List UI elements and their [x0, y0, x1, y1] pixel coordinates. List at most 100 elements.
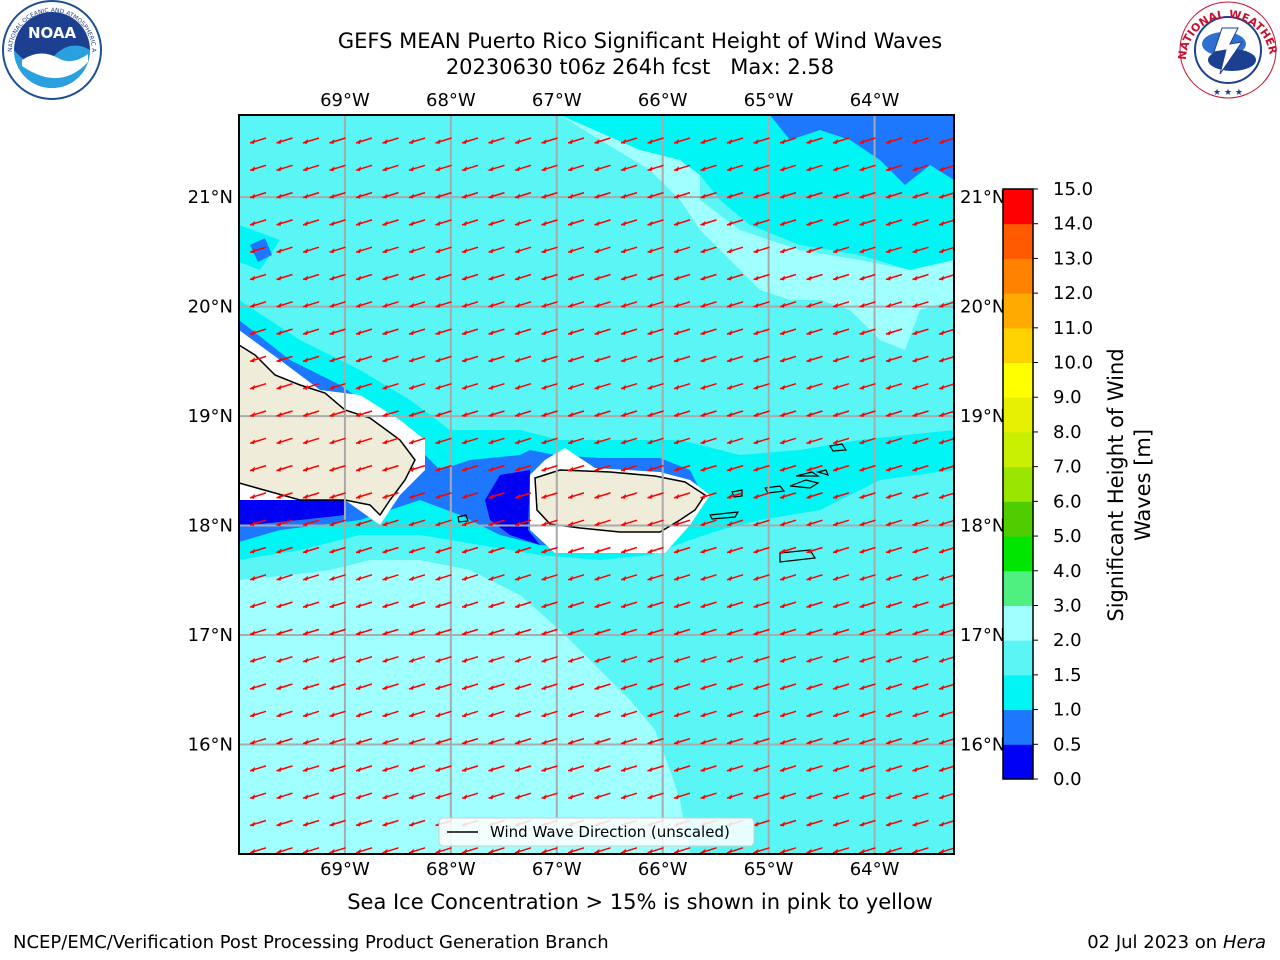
wave-arrow [461, 765, 479, 772]
wave-arrow [408, 628, 426, 636]
wave-arrow [408, 765, 426, 772]
wave-arrow [541, 519, 558, 527]
wave-arrow [620, 765, 638, 772]
wave-arrow [806, 164, 823, 172]
wave-arrow [355, 546, 373, 554]
wave-arrow [408, 301, 426, 308]
mona-island [457, 514, 469, 523]
wave-arrow [249, 792, 267, 800]
wave-arrow [355, 246, 373, 254]
wave-arrow [912, 819, 929, 827]
wave-arrow [726, 355, 744, 363]
lon-label-top: 69°W [320, 90, 370, 111]
virgin-islands [764, 469, 830, 494]
wave-arrow [779, 792, 797, 800]
wave-arrow [620, 464, 638, 472]
wave-arrow [408, 492, 426, 499]
wave-arrow [435, 191, 452, 199]
wave-arrow [594, 492, 611, 499]
wave-arrow [753, 382, 770, 390]
wave-arrow [779, 410, 797, 417]
wave-arrow [753, 710, 770, 718]
wave-arrow [938, 355, 954, 363]
wave-arrow [461, 546, 479, 554]
wave-arrow [700, 492, 717, 499]
wave-arrow [567, 655, 585, 663]
wave-arrow [514, 574, 532, 581]
wave-arrow [594, 410, 611, 417]
wave-arrow [673, 137, 691, 144]
wave-arrow [408, 273, 426, 281]
wave-arrow [700, 792, 717, 800]
lat-label-left: 19°N [188, 406, 233, 427]
wave-arrow [673, 546, 691, 554]
wave-arrow [832, 492, 850, 499]
wave-arrow [329, 464, 346, 472]
lat-label-left: 16°N [188, 735, 233, 756]
wave-arrow [938, 219, 954, 226]
lon-label-bottom: 64°W [850, 859, 900, 880]
wave-arrow [302, 464, 320, 472]
wave-arrow [249, 819, 267, 827]
wave-arrow [461, 710, 479, 718]
wave-arrow [647, 574, 664, 581]
wave-arrow [912, 464, 929, 472]
wave-arrow [700, 246, 717, 254]
wave-arrow [859, 191, 876, 199]
wave-arrow [806, 819, 823, 827]
wave-arrow [541, 628, 558, 636]
wave-arrow [302, 765, 320, 772]
wave-arrow [726, 574, 744, 581]
wave-arrow [435, 628, 452, 636]
wave-arrow [938, 574, 954, 581]
wave-arrow [567, 410, 585, 417]
wave-arrow [700, 410, 717, 417]
wave-arrow [620, 737, 638, 745]
lat-label-right: 19°N [960, 406, 1005, 427]
wave-arrow [488, 492, 505, 499]
wave-arrow [514, 792, 532, 800]
wave-arrow [435, 137, 452, 144]
colorbar-swatch [1003, 293, 1033, 329]
wave-arrow [435, 164, 452, 172]
wave-arrow [355, 683, 373, 690]
wave-arrow [912, 710, 929, 718]
lat-label-left: 20°N [188, 297, 233, 318]
wave-arrow [382, 847, 399, 854]
wave-arrow [912, 519, 929, 527]
colorbar-tick-label: 13.0 [1053, 248, 1093, 269]
wave-arrow [673, 492, 691, 499]
wave-arrow [859, 301, 876, 308]
wave-arrow [514, 301, 532, 308]
wave-arrow [302, 683, 320, 690]
wave-arrow [806, 437, 823, 445]
wave-arrow [408, 737, 426, 745]
wave-arrow [488, 301, 505, 308]
wave-arrow [647, 410, 664, 417]
wave-arrow [806, 601, 823, 609]
wave-arrow [753, 137, 770, 144]
wave-arrow [806, 792, 823, 800]
wave-arrow [435, 765, 452, 772]
wave-arrow [726, 628, 744, 636]
wave-arrow [779, 519, 797, 527]
wave-arrow [302, 628, 320, 636]
wave-arrow [514, 273, 532, 281]
wave-arrow [753, 519, 770, 527]
wave-arrow [355, 273, 373, 281]
colorbar-swatch [1003, 431, 1033, 468]
wave-arrow [488, 601, 505, 609]
lon-label-bottom: 69°W [320, 859, 370, 880]
colorbar-tick-label: 3.0 [1053, 595, 1082, 616]
wave-arrow [329, 164, 346, 172]
wave-arrow [382, 792, 399, 800]
colorbar-tick-label: 5.0 [1053, 526, 1082, 547]
wave-arrow [673, 628, 691, 636]
wave-arrow [700, 601, 717, 609]
wave-arrow [779, 464, 797, 472]
wave-arrow [355, 164, 373, 172]
wave-arrow [461, 464, 479, 472]
wave-arrow [249, 246, 267, 254]
wave-arrow [885, 847, 903, 854]
wave-arrow [408, 683, 426, 690]
